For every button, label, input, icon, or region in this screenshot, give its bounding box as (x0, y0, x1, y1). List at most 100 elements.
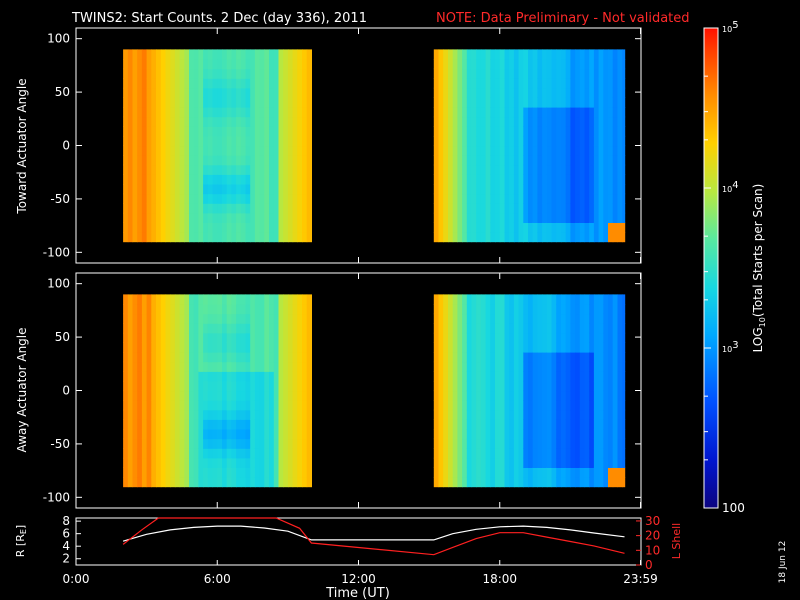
away-heatmap-cell (622, 352, 626, 363)
away-heatmap-cell (123, 477, 129, 488)
toward-heatmap-cell (264, 68, 270, 79)
away-heatmap-cell (551, 352, 557, 363)
away-heatmap-cell (551, 467, 557, 478)
toward-heatmap-cell (245, 203, 251, 214)
toward-heatmap-cell (528, 203, 534, 214)
toward-heatmap-cell (518, 97, 524, 108)
away-heatmap-cell (231, 371, 237, 382)
toward-heatmap-cell (132, 203, 138, 214)
away-heatmap-cell (184, 313, 190, 324)
toward-heatmap-cell (264, 59, 270, 70)
toward-heatmap-cell (617, 87, 623, 98)
toward-heatmap-cell (146, 184, 152, 195)
toward-heatmap-cell (622, 135, 626, 147)
away-heatmap-cell (480, 304, 487, 315)
toward-heatmap-cell (480, 87, 487, 98)
away-heatmap-cell (551, 294, 557, 305)
away-heatmap-cell (207, 304, 214, 315)
toward-heatmap-cell (584, 59, 590, 70)
toward-heatmap-cell (452, 145, 458, 156)
away-heatmap-cell (532, 342, 538, 353)
away-heatmap-cell (504, 390, 510, 401)
away-heatmap-cell (146, 323, 152, 334)
toward-heatmap-cell (264, 145, 270, 156)
away-heatmap-cell (278, 304, 284, 315)
away-heatmap-cell (612, 352, 618, 363)
toward-heatmap-cell (612, 59, 618, 70)
away-heatmap-cell (495, 400, 501, 411)
toward-heatmap-cell (287, 135, 294, 147)
away-heatmap-cell (189, 342, 195, 353)
toward-heatmap-cell (156, 174, 162, 185)
away-heatmap-cell (509, 457, 515, 468)
toward-heatmap-cell (222, 145, 228, 156)
toward-heatmap-cell (589, 49, 595, 60)
away-heatmap-cell (156, 332, 162, 343)
toward-heatmap-cell (189, 174, 195, 185)
toward-heatmap-cell (250, 49, 256, 60)
toward-heatmap-cell (471, 155, 477, 166)
toward-heatmap-cell (193, 87, 199, 98)
toward-heatmap-cell (490, 212, 496, 223)
away-heatmap-cell (283, 409, 289, 420)
toward-heatmap-cell (156, 97, 162, 108)
toward-heatmap-cell (438, 97, 444, 108)
away-heatmap-cell (528, 352, 534, 363)
away-heatmap-cell (570, 409, 576, 420)
toward-heatmap-cell (137, 68, 143, 79)
away-heatmap-cell (617, 294, 623, 305)
away-heatmap-cell (184, 448, 190, 459)
away-heatmap-cell (212, 361, 218, 372)
away-heatmap-cell (593, 361, 600, 372)
toward-heatmap-cell (146, 164, 152, 175)
toward-heatmap-cell (137, 59, 143, 70)
away-heatmap-cell (160, 342, 167, 353)
away-heatmap-cell (438, 371, 444, 382)
away-heatmap-cell (236, 457, 242, 468)
away-heatmap-cell (302, 400, 308, 411)
away-heatmap-cell (622, 332, 626, 343)
away-heatmap-cell (123, 380, 129, 392)
toward-heatmap-cell (542, 116, 548, 127)
away-heatmap-cell (198, 467, 204, 478)
away-heatmap-cell (608, 323, 614, 334)
away-heatmap-cell (160, 400, 167, 411)
toward-heatmap-cell (306, 174, 312, 185)
away-heatmap-cell (184, 409, 190, 420)
toward-heatmap-cell (499, 193, 505, 204)
toward-heatmap-cell (462, 155, 468, 166)
toward-heatmap-cell (170, 116, 176, 127)
away-heatmap-cell (236, 313, 242, 324)
toward-heatmap-cell (593, 184, 600, 195)
away-heatmap-cell (495, 477, 501, 488)
away-heatmap-cell (165, 467, 171, 478)
away-heatmap-cell (617, 323, 623, 334)
toward-heatmap-cell (137, 116, 143, 127)
toward-heatmap-cell (306, 155, 312, 166)
toward-heatmap-cell (608, 126, 614, 137)
away-heatmap-cell (480, 294, 487, 305)
toward-heatmap-cell (612, 87, 618, 98)
away-heatmap-cell (127, 409, 134, 420)
toward-heatmap-cell (622, 97, 626, 108)
away-heatmap-cell (452, 304, 458, 315)
toward-heatmap-cell (523, 232, 529, 243)
toward-heatmap-cell (443, 212, 449, 223)
toward-heatmap-cell (273, 164, 280, 175)
away-heatmap-cell (132, 400, 138, 411)
toward-heatmap-cell (123, 212, 129, 223)
away-heatmap-cell (259, 390, 265, 401)
away-heatmap-cell (269, 342, 275, 353)
away-heatmap-cell (612, 429, 618, 440)
away-heatmap-cell (584, 438, 590, 449)
toward-heatmap-cell (132, 97, 138, 108)
away-heatmap-cell (141, 467, 148, 478)
away-heatmap-cell (575, 304, 581, 315)
toward-heatmap-cell (198, 164, 204, 175)
toward-heatmap-cell (499, 203, 505, 214)
toward-heatmap-cell (184, 135, 190, 147)
away-heatmap-cell (584, 457, 590, 468)
away-heatmap-cell (504, 352, 510, 363)
toward-ytick-label: 100 (47, 32, 70, 46)
